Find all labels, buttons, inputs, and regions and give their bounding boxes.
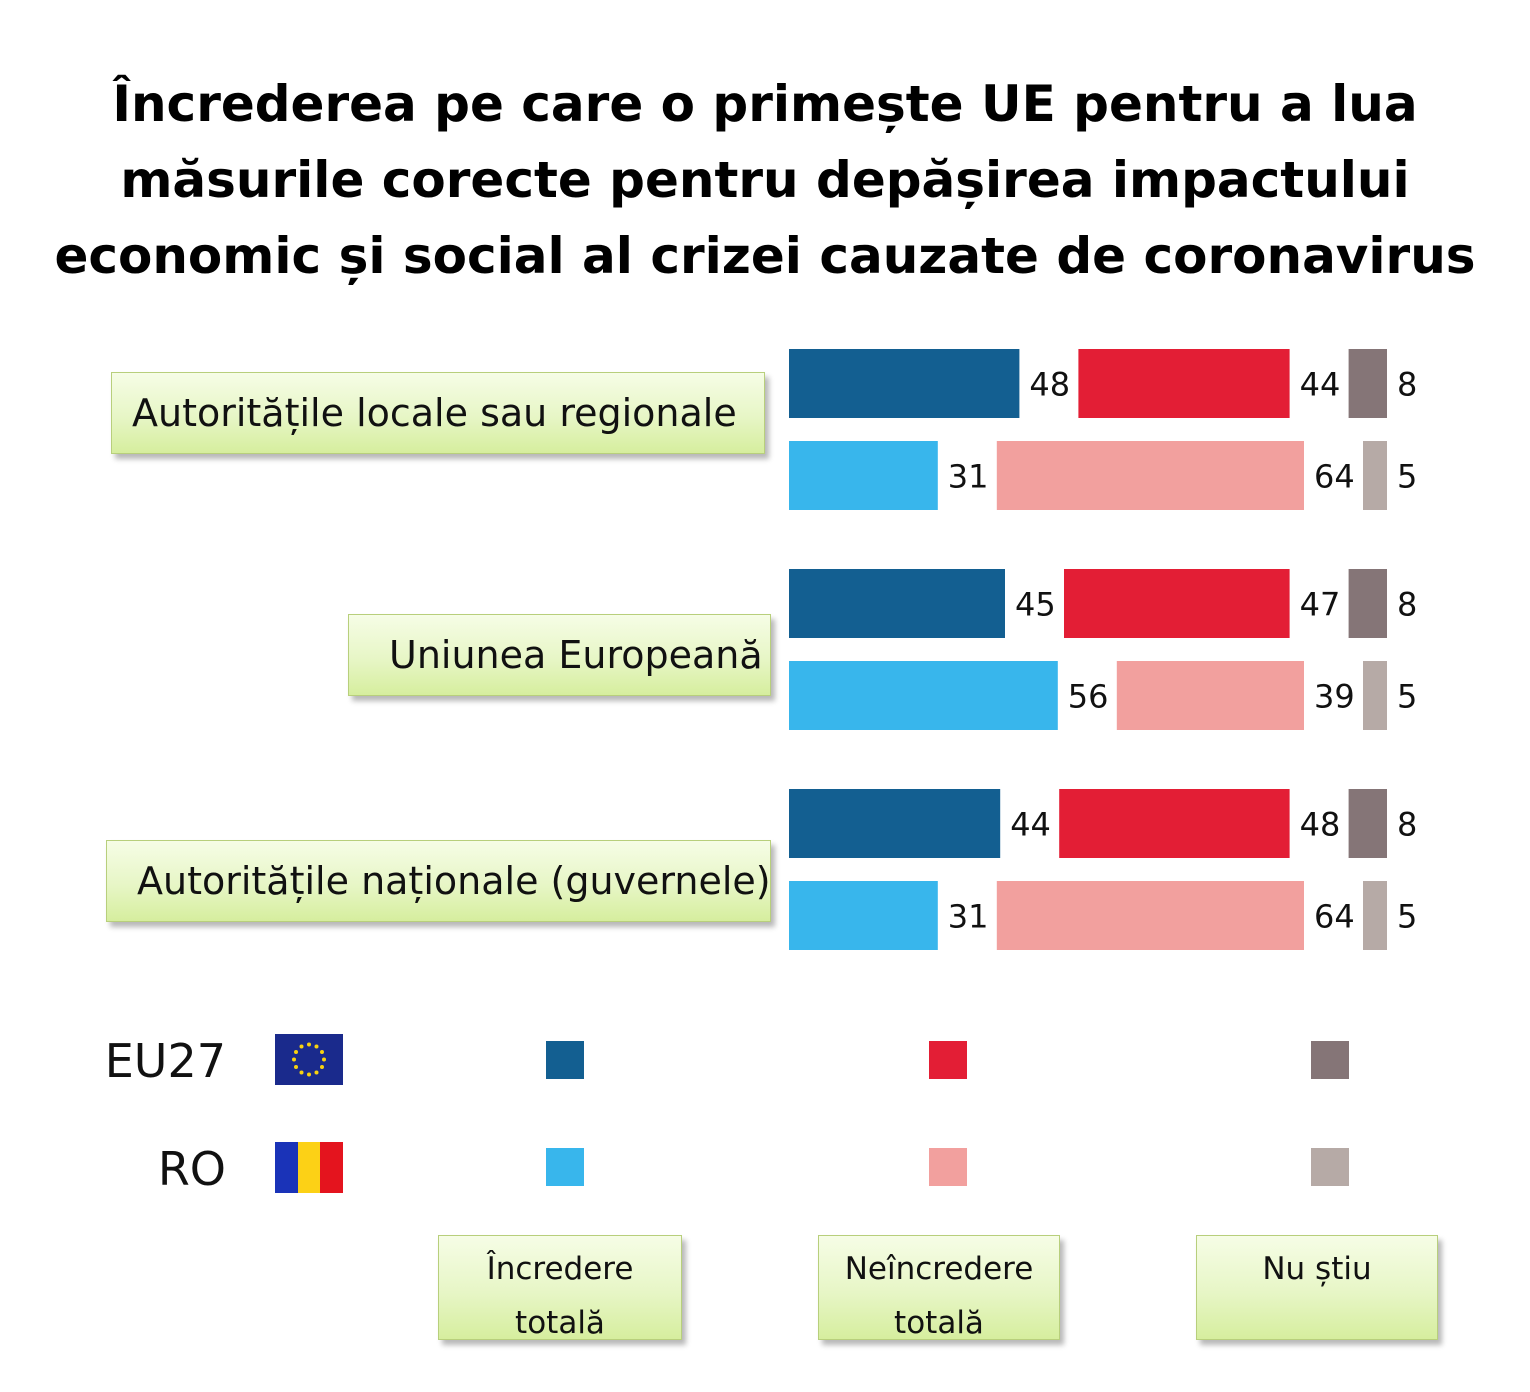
legend-row-label-ro: RO xyxy=(157,1142,226,1196)
legend-swatch-eu27-trust xyxy=(546,1041,584,1079)
legend-row-label-eu27: EU27 xyxy=(104,1034,226,1088)
bar-value-label: 39 xyxy=(1314,678,1355,716)
category-label-national-authorities: Autoritățile naționale (guvernele) xyxy=(106,840,771,922)
bar-value-label: 64 xyxy=(1314,898,1355,936)
eu-star-icon xyxy=(307,1072,311,1077)
bar-value-label: 56 xyxy=(1068,678,1109,716)
legend-swatch-eu27-distrust xyxy=(929,1041,967,1079)
legend-label-line: Încredere xyxy=(486,1251,634,1287)
legend-label-line: totală xyxy=(894,1305,984,1341)
bar-value-label: 48 xyxy=(1029,366,1070,404)
category-label-text: Uniunea Europeană xyxy=(389,633,763,677)
eu-star-icon xyxy=(307,1042,311,1047)
bar-ro-distrust-cat2 xyxy=(1116,661,1304,730)
bar-ro-dont-know-cat3 xyxy=(1363,881,1387,950)
legend-label-total-trust: Încredere totală xyxy=(438,1235,682,1341)
bar-eu27-trust-cat1 xyxy=(789,349,1020,418)
bar-value-label: 5 xyxy=(1397,678,1417,716)
bar-value-label: 8 xyxy=(1397,366,1417,404)
eu-star-icon xyxy=(294,1050,299,1054)
eu-star-icon xyxy=(294,1065,299,1069)
category-label-european-union: Uniunea Europeană xyxy=(348,614,771,696)
bar-eu27-trust-cat3 xyxy=(789,789,1001,858)
bar-value-label: 5 xyxy=(1397,458,1417,496)
bar-value-label: 31 xyxy=(948,898,989,936)
bar-ro-dont-know-cat1 xyxy=(1363,441,1387,510)
chart-title-line: măsurile corecte pentru depășirea impact… xyxy=(120,151,1410,209)
eu-star-icon xyxy=(319,1050,324,1054)
legend-swatch-ro-dont-know xyxy=(1311,1148,1349,1186)
legend-label-dont-know: Nu știu xyxy=(1196,1235,1438,1340)
romania-flag-icon xyxy=(275,1142,344,1193)
bar-value-label: 64 xyxy=(1314,458,1355,496)
bar-ro-distrust-cat3 xyxy=(996,881,1304,950)
bar-value-label: 31 xyxy=(948,458,989,496)
romania-flag-red-stripe xyxy=(320,1142,344,1193)
legend-label-line: Nu știu xyxy=(1262,1251,1372,1287)
romania-flag-yellow-stripe xyxy=(297,1142,321,1193)
eu-star-icon xyxy=(322,1057,326,1062)
category-label-text: Autoritățile locale sau regionale xyxy=(132,391,737,435)
eu-star-icon xyxy=(292,1057,296,1062)
legend-swatch-ro-distrust xyxy=(929,1148,967,1186)
legend-swatch-eu27-dont-know xyxy=(1311,1041,1349,1079)
bar-ro-distrust-cat1 xyxy=(996,441,1304,510)
eu-star-icon xyxy=(299,1044,304,1049)
bar-value-label: 47 xyxy=(1300,586,1341,624)
legend-swatch-ro-trust xyxy=(546,1148,584,1186)
bar-ro-dont-know-cat2 xyxy=(1363,661,1387,730)
bar-ro-trust-cat2 xyxy=(789,661,1058,730)
eu-star-icon xyxy=(314,1070,319,1075)
bar-ro-trust-cat3 xyxy=(789,881,938,950)
bar-value-label: 8 xyxy=(1397,586,1417,624)
category-label-local-authorities: Autoritățile locale sau regionale xyxy=(111,372,765,454)
legend-label-line: Neîncredere xyxy=(844,1251,1034,1287)
bar-value-label: 45 xyxy=(1015,586,1056,624)
bar-eu27-distrust-cat2 xyxy=(1064,569,1290,638)
category-label-text: Autoritățile naționale (guvernele) xyxy=(137,859,771,903)
eu-stars-icon xyxy=(292,1042,326,1077)
bar-value-label: 8 xyxy=(1397,806,1417,844)
legend-label-line: totală xyxy=(515,1305,605,1341)
bar-eu27-trust-cat2 xyxy=(789,569,1005,638)
bar-eu27-dont-know-cat2 xyxy=(1348,569,1387,638)
bar-ro-trust-cat1 xyxy=(789,441,938,510)
eu-flag-icon xyxy=(275,1034,343,1085)
eu-star-icon xyxy=(299,1070,304,1075)
eu-star-icon xyxy=(319,1065,324,1069)
bar-value-label: 48 xyxy=(1300,806,1341,844)
chart-title-line: economic și social al crizei cauzate de … xyxy=(54,227,1476,285)
chart-title-line: Încrederea pe care o primește UE pentru … xyxy=(112,75,1418,133)
legend-label-total-distrust: Neîncredere totală xyxy=(818,1235,1060,1341)
bar-value-label: 5 xyxy=(1397,898,1417,936)
eu-star-icon xyxy=(314,1044,319,1049)
bar-eu27-dont-know-cat3 xyxy=(1348,789,1387,858)
bar-eu27-distrust-cat1 xyxy=(1078,349,1290,418)
bar-value-label: 44 xyxy=(1300,366,1341,404)
chart-title: Încrederea pe care o primește UE pentru … xyxy=(40,66,1490,294)
bar-value-label: 44 xyxy=(1010,806,1051,844)
bar-eu27-distrust-cat3 xyxy=(1059,789,1290,858)
bar-eu27-dont-know-cat1 xyxy=(1348,349,1387,418)
romania-flag-blue-stripe xyxy=(275,1142,298,1193)
